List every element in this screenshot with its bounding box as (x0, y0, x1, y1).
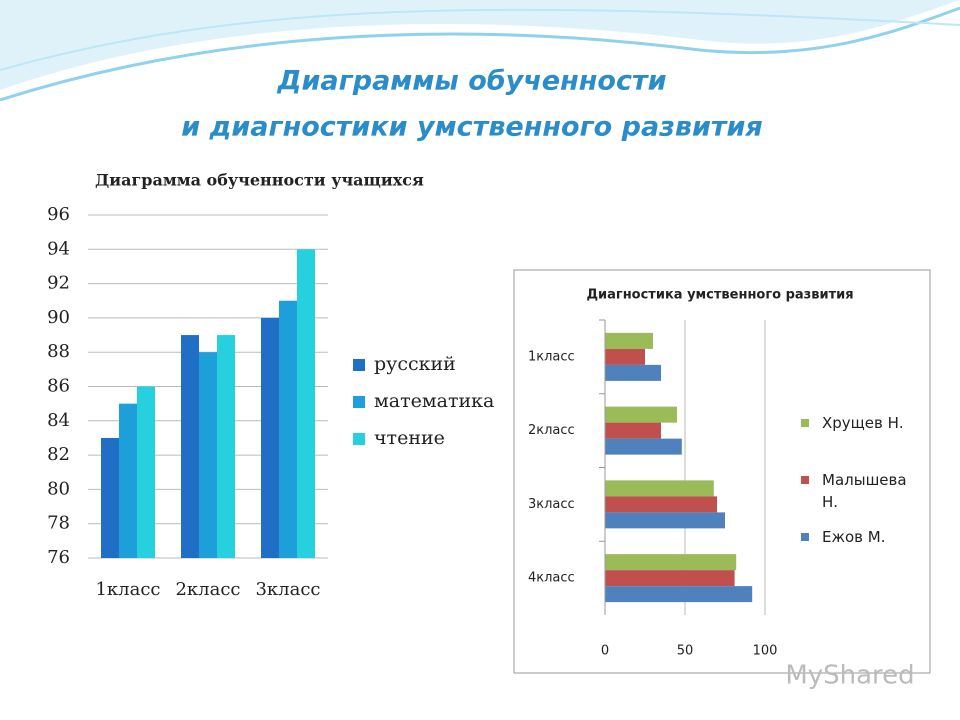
x-tick-label: 100 (753, 644, 778, 659)
y-tick-label: 84 (47, 410, 70, 431)
legend-swatch (353, 433, 365, 445)
chart-title: Диаграмма обученности учащихся (95, 171, 424, 190)
legend-label: математика (374, 390, 494, 412)
bar (605, 348, 645, 365)
bar (605, 586, 753, 603)
slide-title: и диагностики умственного развития (181, 112, 763, 143)
bar (605, 570, 735, 587)
bar (605, 364, 661, 381)
y-tick-label: 2класс (528, 423, 575, 438)
x-tick-label: 50 (677, 644, 694, 659)
y-tick-label: 76 (47, 547, 70, 568)
legend-label: Малышева Н. (822, 471, 907, 511)
legend-label: Хрущев Н. (822, 414, 904, 432)
x-tick-label: 3класс (255, 579, 320, 600)
y-tick-label: 82 (47, 444, 70, 465)
watermark: MyShared (785, 661, 914, 691)
legend-swatch (353, 396, 365, 408)
legend-swatch (801, 419, 809, 427)
legend-label: чтение (374, 427, 445, 449)
y-tick-label: 90 (47, 307, 70, 328)
y-tick-label: 92 (47, 273, 70, 294)
bar (199, 352, 217, 558)
y-tick-label: 3класс (528, 497, 575, 512)
bar (137, 386, 155, 558)
slide-title: Диаграммы обученности (276, 66, 666, 97)
bar (605, 422, 661, 439)
y-tick-label: 80 (47, 478, 70, 499)
legend-label: Ежов М. (822, 528, 886, 546)
y-tick-label: 86 (47, 376, 70, 397)
y-tick-label: 1класс (528, 349, 575, 364)
legend-swatch (801, 533, 809, 541)
bar (181, 335, 199, 558)
bar (605, 554, 737, 571)
bar (261, 317, 279, 558)
wave-line (0, 8, 960, 71)
x-tick-label: 0 (601, 644, 609, 659)
legend-swatch (353, 359, 365, 371)
bar (217, 335, 235, 558)
bar (279, 300, 297, 558)
y-tick-label: 94 (47, 238, 70, 259)
bar (605, 496, 717, 513)
bar (101, 437, 119, 558)
legend-label: русский (374, 353, 456, 375)
y-tick-label: 88 (47, 341, 70, 362)
y-tick-label: 4класс (528, 571, 575, 586)
bar (605, 512, 725, 529)
y-tick-label: 78 (47, 513, 70, 534)
wave-line (0, 6, 960, 102)
bar (605, 438, 682, 455)
x-tick-label: 2класс (175, 579, 240, 600)
bar (119, 403, 137, 558)
legend-swatch (801, 476, 809, 484)
bar (605, 332, 653, 349)
x-tick-label: 1класс (95, 579, 160, 600)
chart-frame (513, 269, 931, 674)
bar (297, 249, 315, 559)
bar (605, 480, 714, 497)
y-tick-label: 96 (47, 204, 70, 225)
wave (0, 0, 960, 90)
bar (605, 406, 677, 423)
chart-title: Диагностика умственного развития (586, 288, 853, 303)
